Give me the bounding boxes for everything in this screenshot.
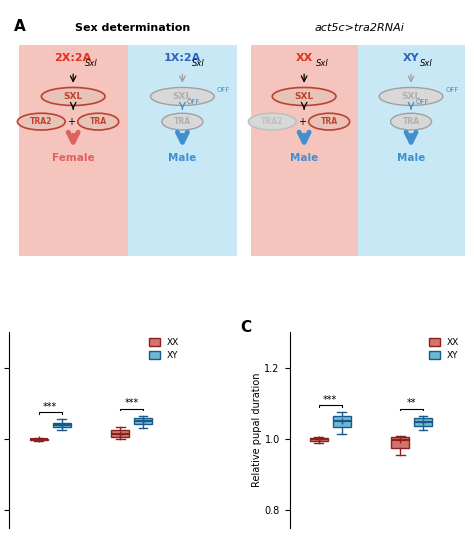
FancyBboxPatch shape: [251, 45, 357, 256]
Ellipse shape: [379, 87, 443, 106]
Text: ***: ***: [125, 398, 139, 409]
Text: OFF: OFF: [217, 87, 230, 93]
Text: ***: ***: [43, 402, 57, 412]
Legend: XX, XY: XX, XY: [425, 334, 463, 364]
Text: ***: ***: [323, 395, 337, 405]
Text: act5c>tra2RNAi: act5c>tra2RNAi: [315, 23, 405, 33]
Ellipse shape: [391, 113, 431, 130]
PathPatch shape: [111, 430, 129, 437]
Text: +: +: [298, 116, 306, 127]
PathPatch shape: [53, 423, 71, 426]
PathPatch shape: [30, 439, 48, 440]
Text: Male: Male: [168, 153, 197, 163]
PathPatch shape: [414, 418, 432, 425]
Ellipse shape: [162, 113, 203, 130]
Ellipse shape: [151, 87, 214, 106]
Text: 1X:2A: 1X:2A: [164, 53, 201, 63]
Text: SXL: SXL: [173, 92, 192, 101]
Text: OFF: OFF: [416, 100, 429, 106]
Text: Sxl: Sxl: [191, 59, 204, 68]
Text: SXL: SXL: [294, 92, 314, 101]
Text: XY: XY: [403, 53, 419, 63]
Ellipse shape: [272, 87, 336, 106]
PathPatch shape: [310, 438, 328, 441]
Ellipse shape: [18, 113, 65, 130]
PathPatch shape: [134, 418, 152, 424]
PathPatch shape: [391, 437, 409, 448]
Text: C: C: [240, 320, 252, 335]
Text: TRA2: TRA2: [30, 117, 53, 126]
PathPatch shape: [333, 416, 351, 426]
Text: TRA: TRA: [174, 117, 191, 126]
Text: Sxl: Sxl: [420, 59, 433, 68]
Ellipse shape: [248, 113, 296, 130]
FancyBboxPatch shape: [357, 45, 465, 256]
Text: Sxl: Sxl: [84, 59, 97, 68]
Y-axis label: Relative pupal duration: Relative pupal duration: [252, 373, 262, 487]
FancyBboxPatch shape: [128, 45, 237, 256]
Text: TRA: TRA: [402, 117, 419, 126]
Text: SXL: SXL: [64, 92, 83, 101]
Legend: XX, XY: XX, XY: [145, 334, 182, 364]
Ellipse shape: [41, 87, 105, 106]
Text: Sex determination: Sex determination: [75, 23, 190, 33]
Text: Male: Male: [290, 153, 318, 163]
Text: XX: XX: [295, 53, 313, 63]
Text: Male: Male: [397, 153, 425, 163]
Text: SXL: SXL: [401, 92, 421, 101]
Text: **: **: [407, 398, 416, 409]
Text: TRA2: TRA2: [261, 117, 283, 126]
Text: A: A: [14, 18, 26, 33]
Text: +: +: [67, 116, 75, 127]
Text: Female: Female: [52, 153, 94, 163]
Text: OFF: OFF: [445, 87, 458, 93]
Text: TRA: TRA: [320, 117, 337, 126]
Ellipse shape: [78, 113, 118, 130]
Ellipse shape: [309, 113, 350, 130]
Text: Sxl: Sxl: [316, 59, 328, 68]
Text: 2X:2A: 2X:2A: [55, 53, 92, 63]
Text: OFF: OFF: [187, 100, 201, 106]
Text: TRA: TRA: [90, 117, 107, 126]
FancyBboxPatch shape: [18, 45, 128, 256]
